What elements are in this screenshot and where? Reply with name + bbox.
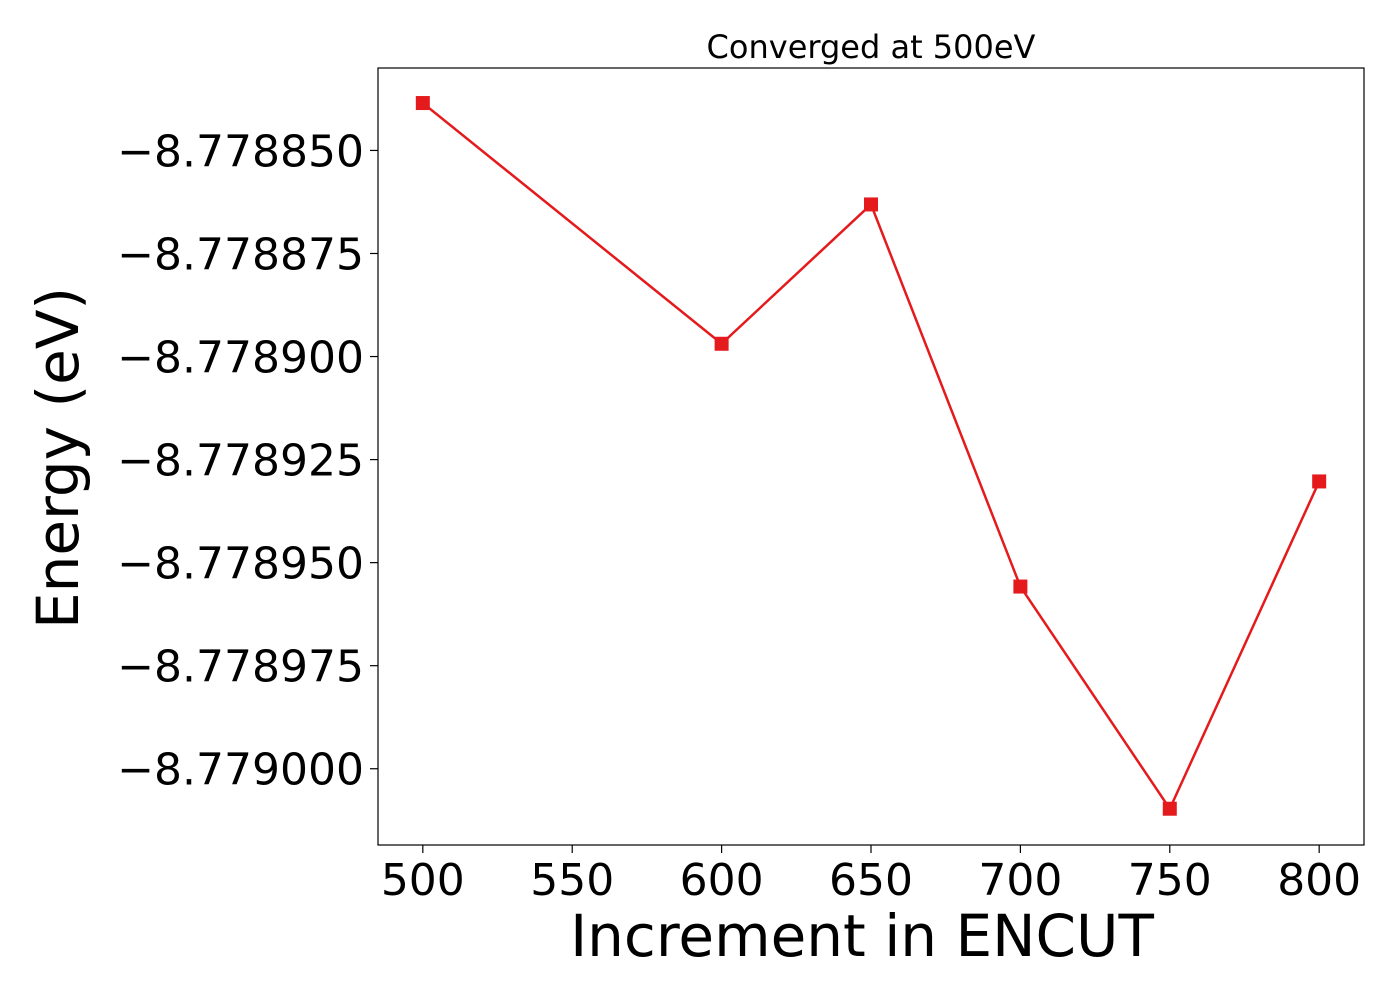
data-point-marker	[1013, 579, 1028, 594]
data-point-marker	[1312, 474, 1327, 489]
y-tick-label: −8.778975	[117, 642, 364, 693]
y-tick-label: −8.778875	[117, 229, 364, 280]
y-axis-label: Energy (eV)	[24, 287, 92, 629]
y-tick-label: −8.779000	[117, 745, 364, 796]
y-axis-ticks: −8.778850 −8.778875 −8.778900 −8.778925 −8.7…	[117, 126, 378, 796]
y-tick-label: −8.778950	[117, 539, 364, 590]
data-point-marker	[864, 197, 878, 212]
data-point-marker	[714, 336, 729, 351]
data-point-marker	[1162, 801, 1177, 816]
x-tick-label: 700	[978, 855, 1062, 906]
x-tick-label: 650	[829, 855, 913, 906]
x-tick-label: 500	[381, 855, 465, 906]
x-tick-label: 750	[1128, 855, 1212, 906]
x-tick-label: 800	[1277, 855, 1361, 906]
data-point-marker	[415, 96, 430, 111]
x-tick-label: 600	[680, 855, 764, 906]
y-tick-label: −8.778925	[117, 436, 364, 487]
y-tick-label: −8.778900	[117, 333, 364, 384]
series-layer	[415, 96, 1327, 816]
series-line	[422, 102, 1321, 812]
x-axis-ticks: 500 550 600 650 700 750 800	[381, 845, 1361, 906]
chart-title: Converged at 500eV	[707, 28, 1036, 66]
x-axis-label: Increment in ENCUT	[570, 902, 1154, 970]
x-tick-label: 550	[530, 855, 614, 906]
y-tick-label: −8.778850	[117, 126, 364, 177]
